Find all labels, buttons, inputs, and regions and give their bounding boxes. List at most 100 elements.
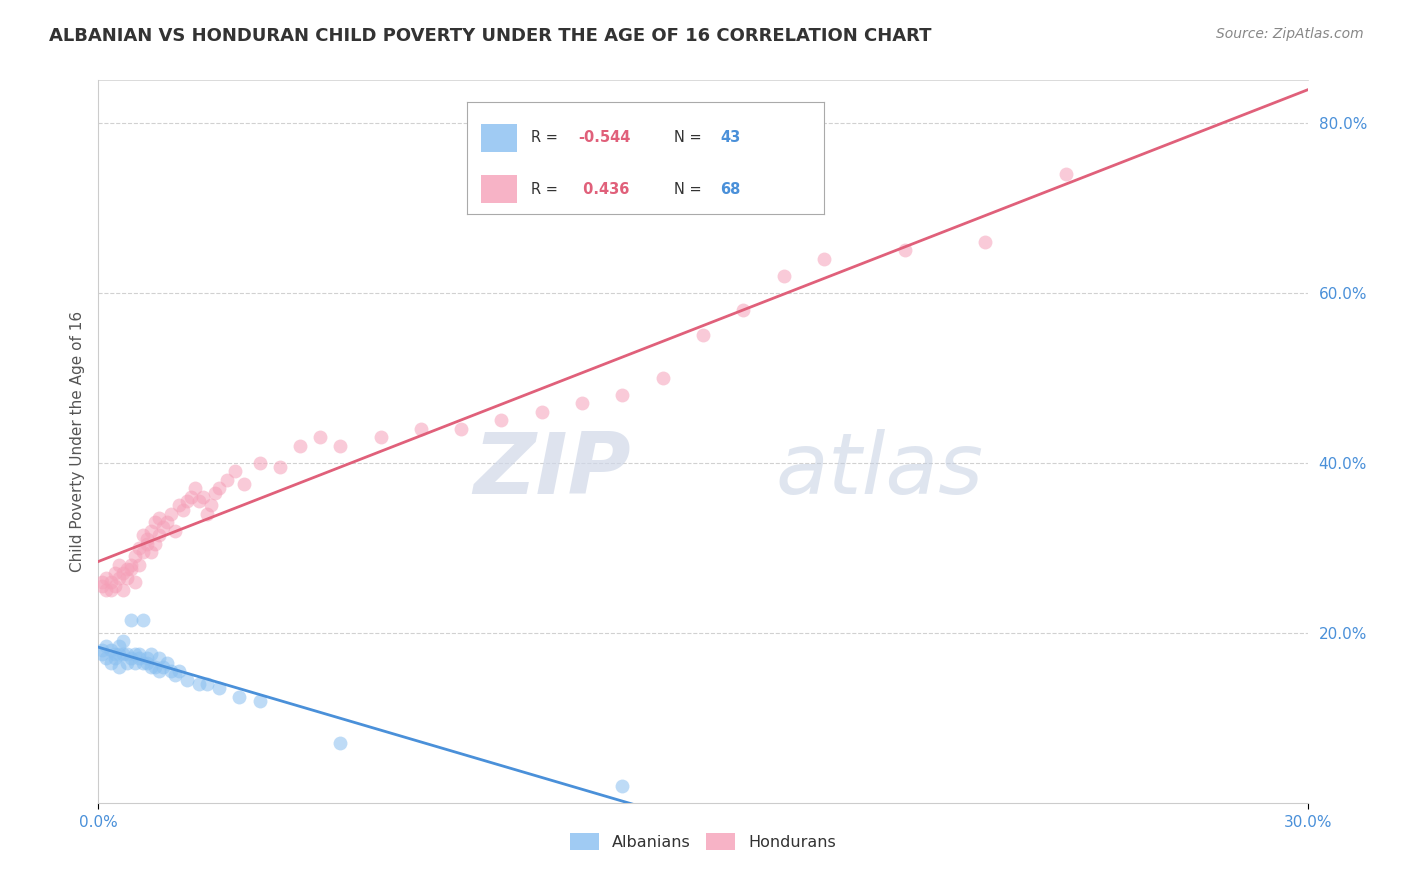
Point <box>100 583 122 598</box>
Point <box>107 639 129 653</box>
Point <box>309 430 332 444</box>
Point <box>139 647 162 661</box>
Point <box>208 681 231 695</box>
Point <box>107 647 129 661</box>
Point <box>1054 167 1077 181</box>
Y-axis label: Child Poverty Under the Age of 16: Child Poverty Under the Age of 16 <box>69 311 84 572</box>
Point <box>107 570 129 584</box>
Point <box>167 498 190 512</box>
Point <box>100 656 122 670</box>
Point <box>269 460 291 475</box>
Point <box>450 422 472 436</box>
Point <box>120 613 142 627</box>
Point <box>152 660 174 674</box>
Point <box>204 485 226 500</box>
Point <box>612 779 634 793</box>
Point <box>571 396 593 410</box>
Point <box>288 439 311 453</box>
Point <box>188 494 211 508</box>
Text: ZIP: ZIP <box>472 429 630 512</box>
Point <box>132 545 155 559</box>
Point <box>160 507 183 521</box>
Point <box>143 536 166 550</box>
Point <box>163 668 186 682</box>
Point <box>156 656 179 670</box>
Point <box>249 694 271 708</box>
Point <box>115 656 138 670</box>
Point <box>148 528 170 542</box>
Point <box>103 647 125 661</box>
Point <box>128 651 150 665</box>
Point <box>692 328 714 343</box>
Point <box>111 566 134 581</box>
Point <box>128 541 150 555</box>
Legend: Albanians, Hondurans: Albanians, Hondurans <box>564 827 842 856</box>
Point <box>120 651 142 665</box>
Point <box>184 481 207 495</box>
Point <box>111 583 134 598</box>
Point <box>195 677 218 691</box>
Point <box>329 736 352 750</box>
Point <box>124 574 146 589</box>
Point <box>651 371 673 385</box>
Point <box>139 524 162 538</box>
Point <box>167 664 190 678</box>
Point <box>180 490 202 504</box>
Point <box>370 430 392 444</box>
Point <box>163 524 186 538</box>
Text: Source: ZipAtlas.com: Source: ZipAtlas.com <box>1216 27 1364 41</box>
Point <box>249 456 271 470</box>
Point <box>232 477 254 491</box>
Point <box>103 651 125 665</box>
Point <box>103 566 125 581</box>
Point <box>91 579 114 593</box>
Point <box>148 511 170 525</box>
Point <box>813 252 835 266</box>
Point <box>188 677 211 691</box>
Point <box>160 664 183 678</box>
Point <box>329 439 352 453</box>
Point <box>148 664 170 678</box>
Point <box>139 660 162 674</box>
Point <box>409 422 432 436</box>
Point <box>128 558 150 572</box>
Point <box>172 502 194 516</box>
Point <box>530 405 553 419</box>
Point <box>124 549 146 564</box>
Point <box>195 507 218 521</box>
Point <box>91 642 114 657</box>
Point <box>115 647 138 661</box>
Point <box>120 562 142 576</box>
Point <box>120 558 142 572</box>
Point <box>135 651 157 665</box>
Point <box>132 528 155 542</box>
Point <box>217 473 239 487</box>
Point <box>128 647 150 661</box>
Point <box>733 302 755 317</box>
Text: atlas: atlas <box>776 429 984 512</box>
Point <box>224 464 246 478</box>
Point <box>111 634 134 648</box>
Point <box>107 558 129 572</box>
Point <box>208 481 231 495</box>
Point <box>139 545 162 559</box>
Point <box>111 647 134 661</box>
Point <box>124 656 146 670</box>
Point <box>91 574 114 589</box>
Point <box>96 570 118 584</box>
Point <box>96 651 118 665</box>
Text: ALBANIAN VS HONDURAN CHILD POVERTY UNDER THE AGE OF 16 CORRELATION CHART: ALBANIAN VS HONDURAN CHILD POVERTY UNDER… <box>49 27 932 45</box>
Point <box>103 579 125 593</box>
Point <box>135 656 157 670</box>
Point <box>228 690 250 704</box>
Point <box>91 647 114 661</box>
Point <box>124 647 146 661</box>
Point <box>193 490 215 504</box>
Point <box>96 583 118 598</box>
Point <box>152 519 174 533</box>
Point <box>148 651 170 665</box>
Point <box>132 656 155 670</box>
Point <box>132 613 155 627</box>
Point <box>100 642 122 657</box>
Point <box>176 494 198 508</box>
